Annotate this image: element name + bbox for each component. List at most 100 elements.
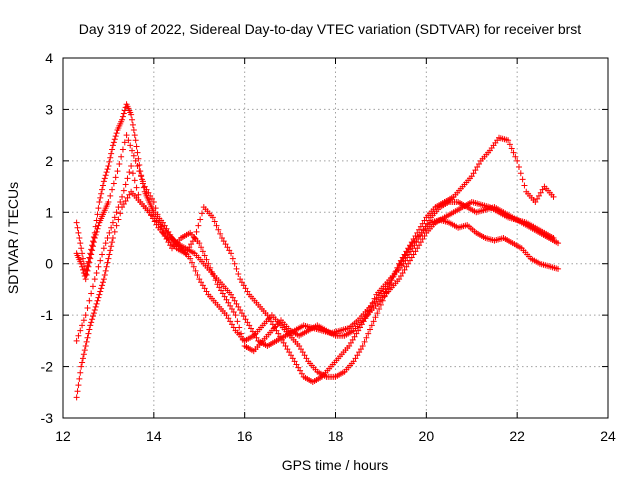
grid-lines <box>63 58 608 418</box>
data-point-marker <box>370 318 377 325</box>
data-point-marker <box>109 142 116 149</box>
data-point-marker <box>269 321 276 328</box>
data-point-marker <box>357 324 364 331</box>
data-point-marker <box>194 272 201 279</box>
y-tick-label: 0 <box>45 256 53 272</box>
data-point-marker <box>95 205 102 212</box>
data-point-marker <box>244 288 251 295</box>
data-point-marker <box>89 247 96 254</box>
data-point-marker <box>78 363 85 370</box>
data-point-marker <box>74 388 81 395</box>
data-point-marker <box>476 160 483 167</box>
data-point-marker <box>100 276 107 283</box>
data-point-marker <box>233 300 240 307</box>
data-point-marker <box>358 321 365 328</box>
data-point-marker <box>246 322 253 329</box>
data-point-marker <box>196 240 203 247</box>
data-point-marker <box>397 273 404 280</box>
y-tick-label: -3 <box>41 410 54 426</box>
data-point-marker <box>228 291 235 298</box>
data-point-marker <box>198 244 205 251</box>
data-point-marker <box>93 269 100 276</box>
data-point-marker <box>97 257 104 264</box>
data-point-marker <box>219 290 226 297</box>
data-point-marker <box>108 150 115 157</box>
data-point-marker <box>111 214 118 221</box>
data-point-marker <box>91 235 98 241</box>
data-point-marker <box>218 287 225 294</box>
data-point-marker <box>293 361 300 368</box>
data-point-marker <box>284 346 291 353</box>
data-point-marker <box>215 226 222 233</box>
data-point-marker <box>79 263 86 270</box>
data-point-marker <box>103 263 110 270</box>
data-point-marker <box>376 305 383 312</box>
data-point-marker <box>235 271 242 277</box>
data-point-marker <box>130 127 137 133</box>
data-point-marker <box>238 310 245 317</box>
data-point-marker <box>135 191 142 198</box>
data-point-marker <box>92 303 99 310</box>
x-axis-label: GPS time / hours <box>282 457 389 473</box>
data-point-marker <box>85 330 92 337</box>
x-tick-label: 20 <box>419 428 435 444</box>
data-point-marker <box>363 334 370 341</box>
data-point-marker <box>124 175 131 182</box>
data-point-marker <box>295 364 302 371</box>
data-point-marker <box>119 193 126 200</box>
data-point-marker <box>79 266 86 273</box>
data-point-marker <box>189 238 196 245</box>
data-point-marker <box>73 394 80 401</box>
data-point-marker <box>97 288 104 295</box>
data-point-marker <box>150 199 157 205</box>
data-point-marker <box>187 255 194 262</box>
data-point-marker <box>227 302 234 309</box>
data-point-marker <box>193 228 200 235</box>
data-point-marker <box>152 205 159 212</box>
data-point-marker <box>218 235 225 241</box>
data-point-marker <box>237 276 244 283</box>
data-point-marker <box>406 246 413 253</box>
data-point-marker <box>198 279 205 286</box>
data-point-marker <box>201 252 208 259</box>
data-point-marker <box>229 294 236 301</box>
data-point-marker <box>221 293 228 300</box>
data-point-marker <box>555 240 562 247</box>
data-point-marker <box>232 312 239 319</box>
data-point-marker <box>539 186 546 193</box>
data-point-marker <box>117 199 124 205</box>
data-point-marker <box>80 351 87 358</box>
data-point-marker <box>89 238 96 245</box>
data-point-marker <box>154 211 161 218</box>
data-point-marker <box>231 297 238 304</box>
data-point-marker <box>195 222 202 229</box>
data-point-marker <box>76 375 83 382</box>
data-point-marker <box>94 297 101 304</box>
data-point-marker <box>130 152 137 159</box>
data-point-marker <box>223 296 230 303</box>
data-point-marker <box>104 259 111 266</box>
data-point-marker <box>231 260 238 267</box>
data-point-marker <box>83 338 90 345</box>
data-point-marker <box>222 241 229 248</box>
data-point-marker <box>138 173 145 180</box>
data-point-marker <box>349 336 356 343</box>
data-point-marker <box>79 322 86 329</box>
data-point-marker <box>235 303 242 310</box>
data-point-marker <box>132 157 139 164</box>
data-point-marker <box>99 182 106 189</box>
data-point-marker <box>161 222 168 229</box>
data-point-marker <box>505 137 512 144</box>
data-point-marker <box>347 339 354 346</box>
data-point-marker <box>356 349 363 356</box>
data-point-marker <box>109 219 116 226</box>
data-point-marker <box>106 229 113 236</box>
data-point-marker <box>291 358 298 365</box>
data-point-marker <box>403 263 410 270</box>
data-point-marker <box>114 168 121 175</box>
data-point-marker <box>537 189 544 196</box>
data-point-marker <box>393 267 400 274</box>
data-point-marker <box>99 251 106 258</box>
series-track-b <box>73 132 557 355</box>
data-point-marker <box>468 173 475 180</box>
